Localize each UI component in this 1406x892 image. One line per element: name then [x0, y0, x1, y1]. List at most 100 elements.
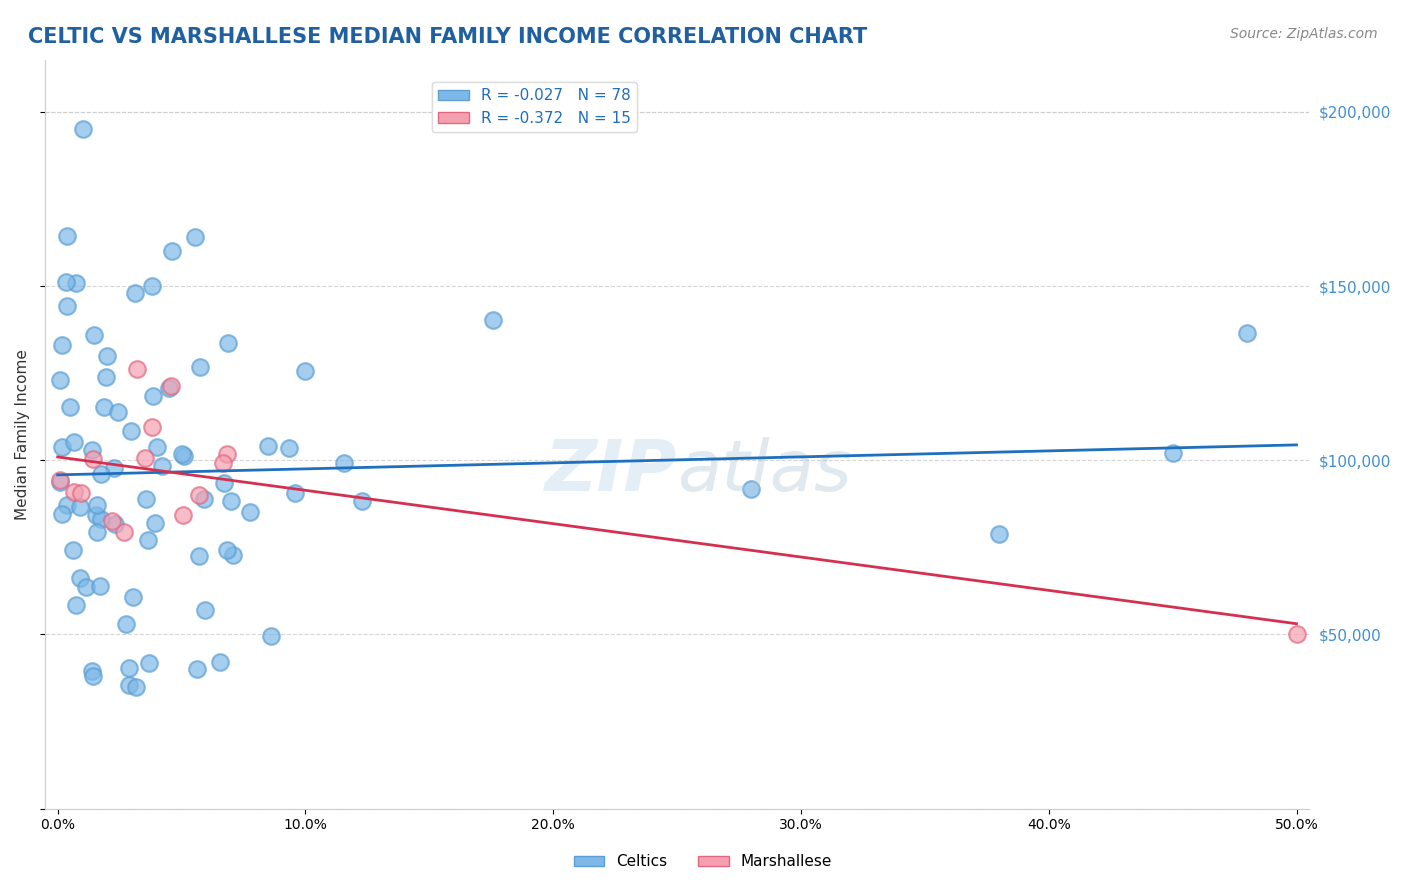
Point — [135, 491, 157, 506]
Point — [96, 349, 118, 363]
Point — [90, 467, 112, 481]
Point — [69, 571, 91, 585]
Point — [256, 439, 278, 453]
Point — [134, 451, 156, 466]
Text: atlas: atlas — [678, 437, 852, 506]
Point — [101, 515, 124, 529]
Point — [217, 448, 239, 462]
Text: Source: ZipAtlas.com: Source: ZipAtlas.com — [1230, 27, 1378, 41]
Point — [188, 549, 211, 563]
Point — [127, 362, 149, 376]
Point — [62, 542, 84, 557]
Point — [211, 456, 233, 470]
Point — [84, 508, 107, 523]
Point — [157, 381, 180, 395]
Point — [93, 400, 115, 414]
Point — [150, 458, 173, 473]
Point — [212, 475, 235, 490]
Point — [141, 279, 163, 293]
Legend: R = -0.027   N = 78, R = -0.372   N = 15: R = -0.027 N = 78, R = -0.372 N = 15 — [432, 82, 637, 132]
Point — [170, 447, 193, 461]
Point — [217, 336, 239, 351]
Point — [142, 389, 165, 403]
Point — [217, 543, 239, 558]
Point — [136, 533, 159, 547]
Point — [350, 494, 373, 508]
Point — [124, 286, 146, 301]
Point — [162, 244, 184, 259]
Point — [115, 617, 138, 632]
Point — [80, 664, 103, 678]
Point — [89, 579, 111, 593]
Point — [120, 424, 142, 438]
Point — [83, 328, 105, 343]
Point — [122, 590, 145, 604]
Point — [190, 359, 212, 374]
Point — [193, 491, 215, 506]
Point — [59, 400, 82, 414]
Point — [82, 669, 104, 683]
Point — [186, 662, 208, 676]
Point — [103, 461, 125, 475]
Point — [146, 440, 169, 454]
Point — [55, 276, 77, 290]
Point — [1161, 445, 1184, 459]
Point — [173, 450, 195, 464]
Point — [56, 498, 79, 512]
Point — [988, 527, 1011, 541]
Point — [118, 678, 141, 692]
Point — [51, 338, 73, 352]
Point — [284, 486, 307, 500]
Point — [62, 485, 84, 500]
Point — [49, 475, 72, 490]
Point — [94, 369, 117, 384]
Point — [239, 505, 262, 519]
Point — [740, 482, 762, 496]
Point — [49, 473, 72, 487]
Point — [65, 276, 87, 290]
Point — [65, 598, 87, 612]
Point — [86, 525, 108, 540]
Point — [56, 299, 79, 313]
Point — [70, 486, 93, 500]
Point — [208, 656, 231, 670]
Point — [51, 507, 73, 521]
Point — [141, 419, 163, 434]
Point — [86, 498, 108, 512]
Point — [56, 228, 79, 243]
Point — [104, 516, 127, 531]
Point — [69, 500, 91, 514]
Point — [183, 230, 205, 244]
Point — [82, 451, 104, 466]
Point — [187, 488, 209, 502]
Point — [333, 456, 356, 470]
Point — [90, 512, 112, 526]
Point — [277, 441, 299, 455]
Point — [1236, 326, 1258, 340]
Point — [49, 372, 72, 386]
Point — [75, 580, 97, 594]
Point — [221, 548, 243, 562]
Point — [51, 441, 73, 455]
Point — [138, 656, 160, 670]
Point — [125, 680, 148, 694]
Point — [219, 493, 242, 508]
Y-axis label: Median Family Income: Median Family Income — [15, 349, 30, 519]
Point — [63, 435, 86, 450]
Point — [260, 630, 283, 644]
Point — [1285, 627, 1308, 641]
Point — [160, 379, 183, 393]
Point — [143, 516, 166, 530]
Point — [107, 404, 129, 418]
Point — [72, 122, 94, 136]
Text: CELTIC VS MARSHALLESE MEDIAN FAMILY INCOME CORRELATION CHART: CELTIC VS MARSHALLESE MEDIAN FAMILY INCO… — [28, 27, 868, 46]
Point — [194, 603, 217, 617]
Point — [112, 524, 135, 539]
Point — [294, 364, 316, 378]
Point — [118, 660, 141, 674]
Point — [482, 312, 505, 326]
Text: ZIP: ZIP — [546, 437, 678, 506]
Legend: Celtics, Marshallese: Celtics, Marshallese — [568, 848, 838, 875]
Point — [172, 508, 194, 522]
Point — [82, 442, 104, 457]
